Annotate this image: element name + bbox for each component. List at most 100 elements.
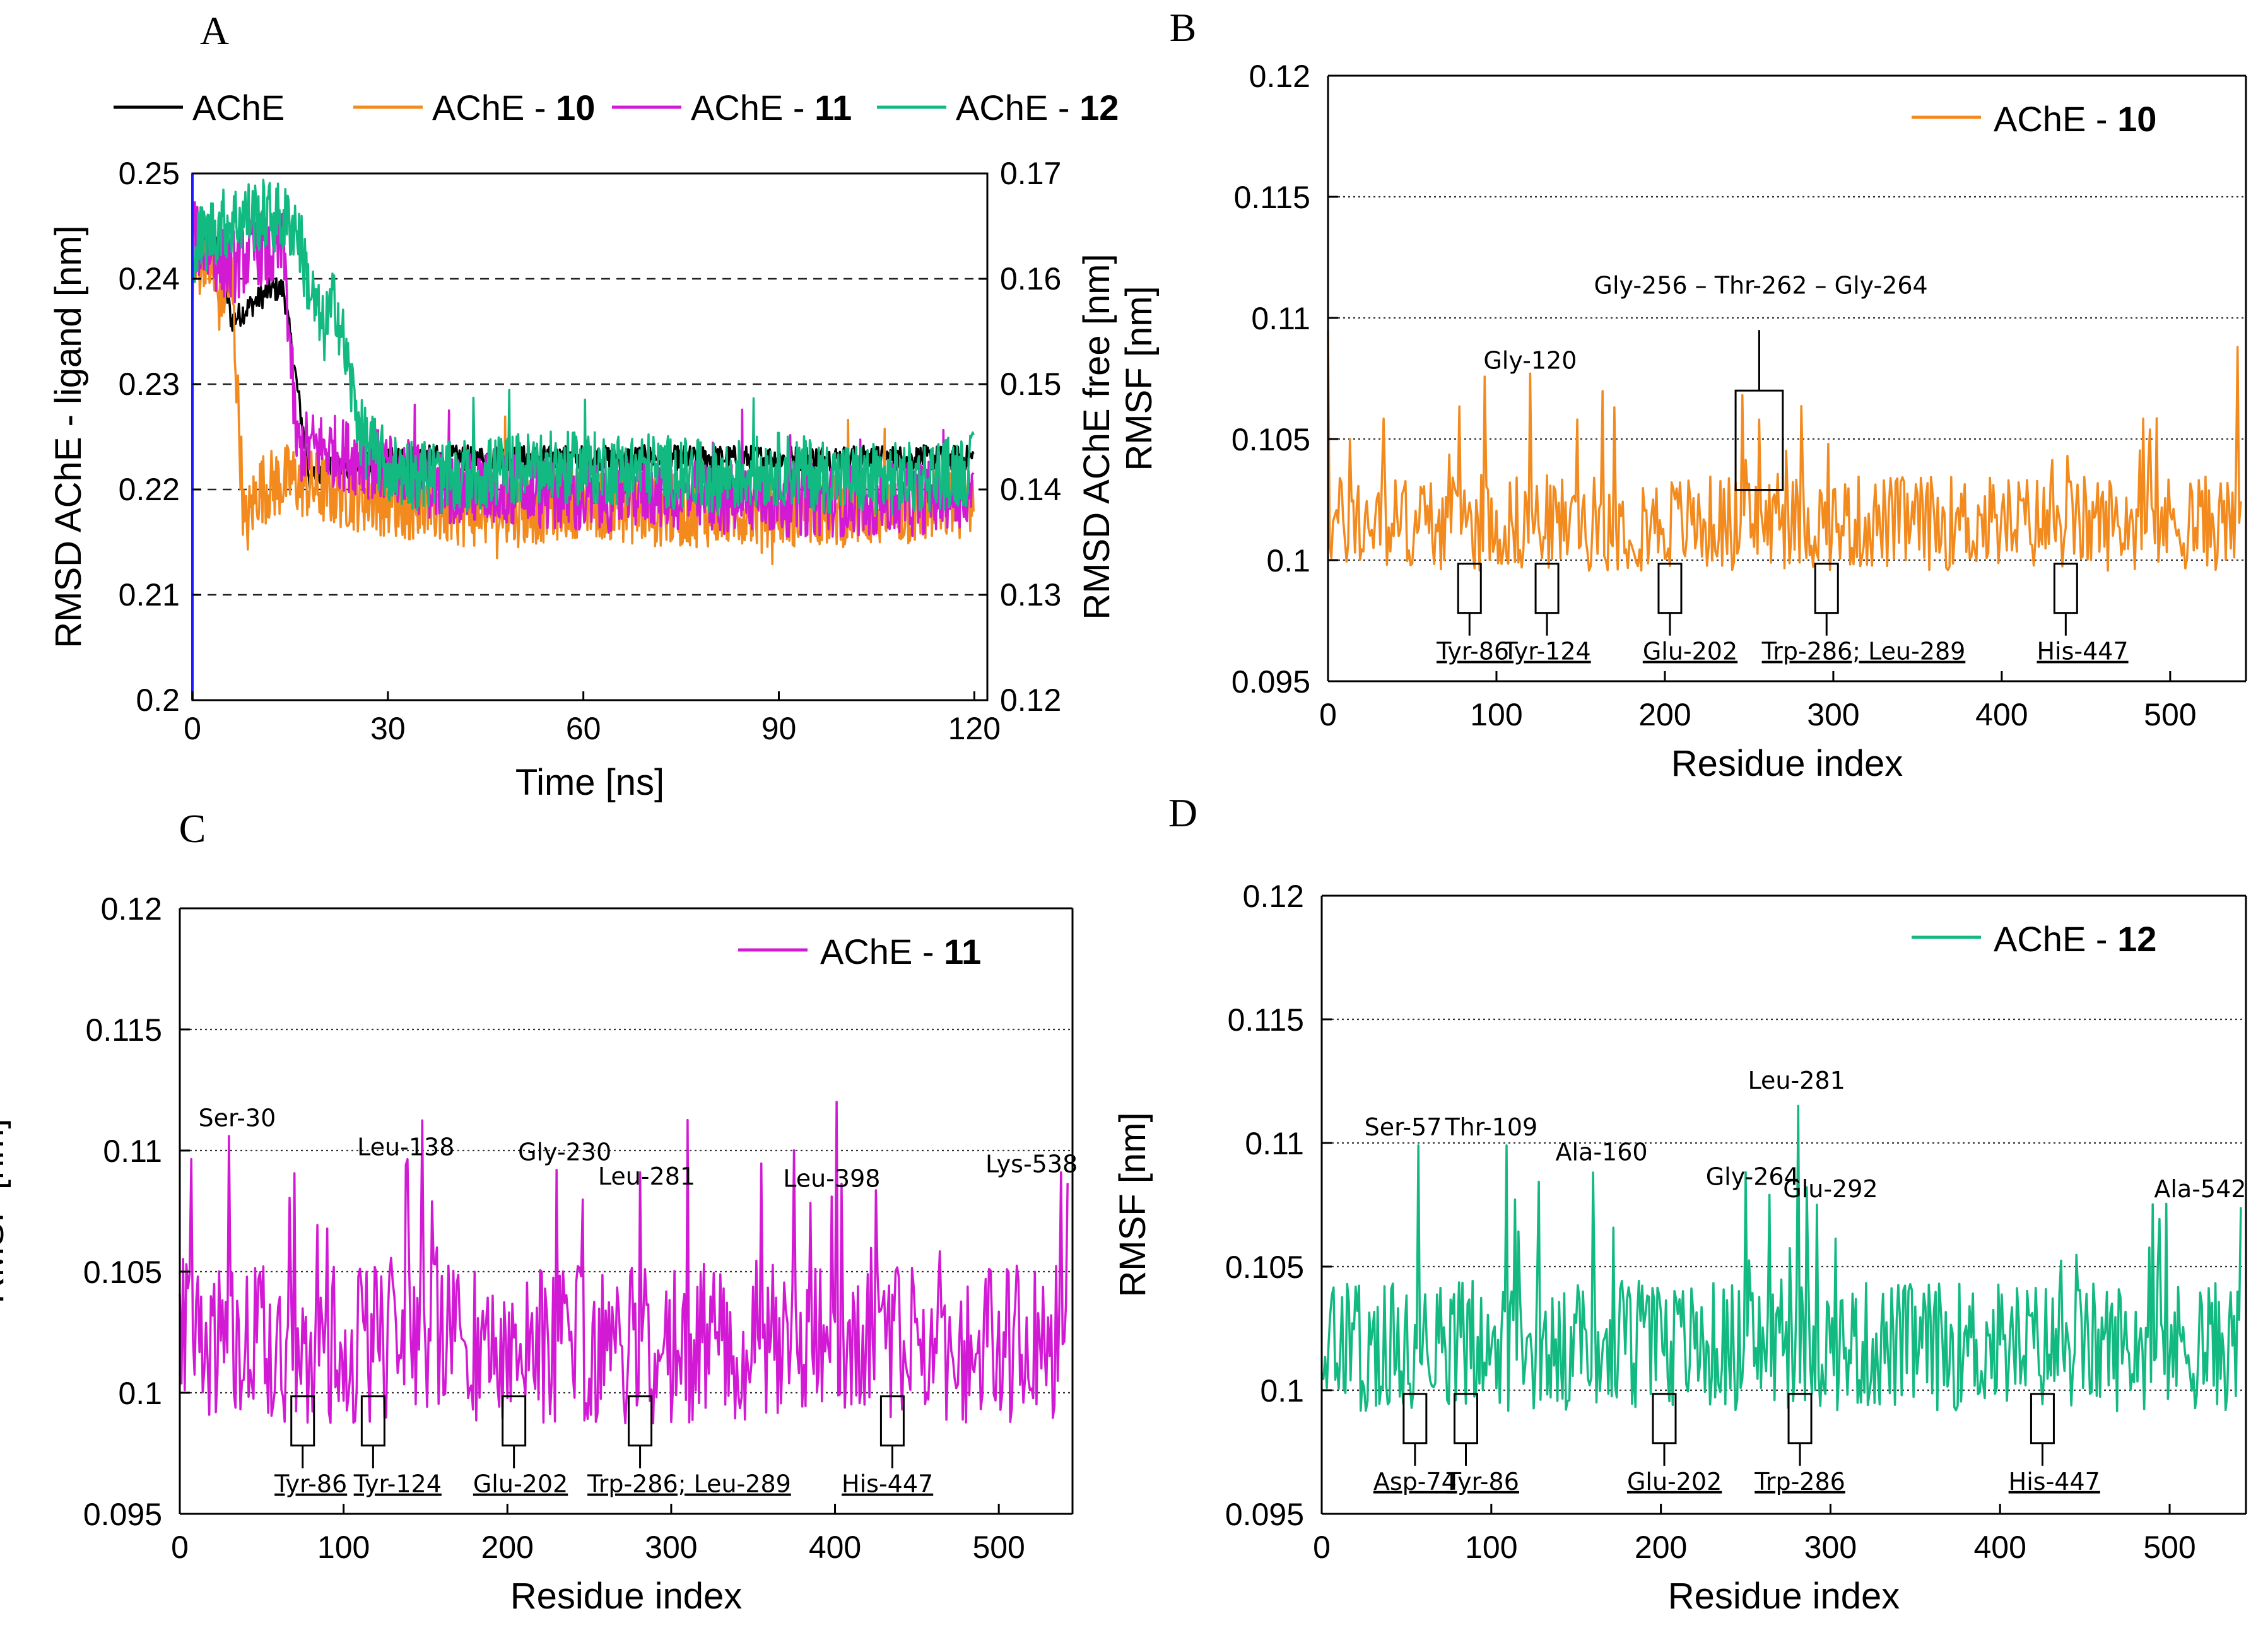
y-axis-label: RMSF [nm] — [1119, 286, 1160, 471]
y-left-tick-label: 0.22 — [119, 472, 180, 507]
legend-label: AChE - 11 — [820, 932, 981, 971]
legend-entry-4: AChE - 12 — [877, 88, 1119, 127]
legend-name: AChE - — [432, 88, 556, 127]
legend: AChE - 10 — [1912, 99, 2156, 139]
x-tick-label: 120 — [948, 711, 1001, 746]
y-tick-label: 0.105 — [1225, 1250, 1304, 1285]
y-tick-label: 0.115 — [1228, 1002, 1304, 1038]
residue-label-bottom: His-447 — [842, 1470, 933, 1498]
panel-c: C 0 100 200 300 400 500 0.095 0.1 0.105 0.11 0.115 0… — [0, 806, 1078, 1617]
residue-label-bottom: Tyr-124 — [353, 1470, 442, 1498]
highlight-box — [879, 1395, 905, 1447]
legend-name: AChE — [192, 88, 285, 127]
residue-label-top: Ala-160 — [1555, 1138, 1647, 1166]
x-axis-label: Residue index — [510, 1576, 743, 1617]
legend-number: 11 — [814, 88, 852, 127]
x-tick-label: 400 — [809, 1530, 861, 1565]
highlight-box — [2053, 563, 2078, 614]
x-tick-label: 30 — [370, 711, 406, 746]
residue-label-bottom: Glu-202 — [473, 1470, 568, 1498]
residue-label-top: Gly-256 – Thr-262 – Gly-264 — [1594, 272, 1928, 300]
highlight-box — [502, 1395, 527, 1447]
residue-label-bottom: Trp-286 — [1754, 1468, 1845, 1496]
legend-name: AChE - — [956, 88, 1079, 127]
residue-label-bottom: Glu-202 — [1643, 638, 1737, 665]
x-tick-label: 0 — [184, 711, 201, 746]
y-tick-label: 0.12 — [1249, 59, 1310, 94]
x-axis-label: Time [ns] — [515, 762, 664, 803]
x-tick-label: 300 — [1804, 1530, 1857, 1565]
x-tick-label: 100 — [317, 1530, 370, 1565]
residue-label-bottom: Tyr-124 — [1502, 638, 1590, 665]
y-right-tick-label: 0.17 — [1000, 156, 1061, 191]
residue-label-top: Gly-120 — [1483, 347, 1577, 375]
x-tick-label: 0 — [1319, 697, 1337, 732]
y-left-tick-label: 0.23 — [119, 366, 180, 402]
residue-label-bottom: Tyr-86 — [274, 1470, 347, 1498]
residue-label-top: Thr-109 — [1444, 1113, 1537, 1141]
y-right-tick-label: 0.16 — [1000, 261, 1061, 296]
y-tick-label: 0.1 — [1260, 1373, 1304, 1409]
y-tick-label: 0.12 — [101, 891, 162, 927]
x-tick-label: 200 — [1638, 697, 1691, 732]
y-tick-label: 0.12 — [1243, 879, 1304, 914]
y-tick-label: 0.105 — [83, 1255, 162, 1290]
x-tick-label: 400 — [1974, 1530, 2026, 1565]
legend-number: 12 — [2117, 919, 2156, 959]
legend: AChE - 12 — [1912, 919, 2156, 959]
highlight-box — [290, 1395, 315, 1447]
panel-letter-a: A — [200, 8, 229, 53]
legend-number: 12 — [1079, 88, 1119, 127]
y-axis-label: RMSF [nm] — [0, 1118, 11, 1303]
residue-label-top: Ala-542 — [2154, 1175, 2246, 1203]
y-tick-label: 0.095 — [1231, 664, 1310, 700]
x-tick-label: 100 — [1465, 1530, 1517, 1565]
legend-number: 11 — [944, 932, 981, 971]
y-tick-label: 0.11 — [1245, 1126, 1304, 1161]
residue-label-bottom: Asp-74 — [1373, 1468, 1457, 1496]
y-tick-label: 0.1 — [1266, 543, 1310, 578]
legend-label: AChE - 11 — [691, 88, 852, 127]
residue-label-top: Ser-30 — [198, 1104, 276, 1132]
x-tick-label: 60 — [566, 711, 601, 746]
legend-name: AChE - — [1994, 99, 2117, 139]
x-tick-label: 300 — [1807, 697, 1859, 732]
x-tick-label: 300 — [645, 1530, 697, 1565]
panel-a: A 0 30 60 90 120 0.2 0.21 0.22 0.23 0.24 0.25 0.12 0.… — [48, 8, 1119, 803]
y-right-tick-label: 0.12 — [1000, 682, 1061, 718]
residue-label-top: Leu-398 — [783, 1165, 880, 1193]
legend-number: 10 — [2117, 99, 2156, 139]
y-tick-label: 0.11 — [1251, 301, 1310, 336]
x-axis-label: Residue index — [1668, 1576, 1900, 1617]
highlight-box — [1787, 1393, 1813, 1444]
y-left-tick-label: 0.2 — [136, 682, 180, 718]
series-line-4 — [192, 179, 975, 517]
legend-name: AChE - — [820, 932, 944, 971]
y-right-tick-label: 0.13 — [1000, 577, 1061, 612]
series-line-3 — [192, 201, 975, 538]
rmsf-series-line — [1320, 1104, 2242, 1412]
x-axis-label: Residue index — [1671, 743, 1903, 784]
highlight-box — [1402, 1393, 1428, 1444]
residue-label-bottom: Trp-286; Leu-289 — [1761, 638, 1966, 665]
residue-label-top: Gly-230 — [518, 1138, 611, 1166]
residue-label-top: Leu-281 — [598, 1163, 695, 1190]
legend-label: AChE — [192, 88, 285, 127]
panel-letter-d: D — [1168, 790, 1197, 835]
legend-label: AChE - 12 — [956, 88, 1119, 127]
x-tick-label: 0 — [1313, 1530, 1331, 1565]
legend-entry-1: AChE — [114, 88, 285, 127]
residue-label-bottom: Tyr-86 — [1436, 638, 1509, 665]
rmsf-series-line — [179, 1100, 1069, 1425]
legend-label: AChE - 10 — [432, 88, 595, 127]
x-tick-label: 200 — [1635, 1530, 1687, 1565]
x-tick-label: 200 — [481, 1530, 534, 1565]
y-tick-label: 0.095 — [83, 1497, 162, 1532]
legend: AChE - 11 — [738, 932, 981, 971]
x-tick-label: 500 — [2143, 1530, 2195, 1565]
highlight-box — [1814, 563, 1839, 614]
residue-label-top: Leu-138 — [357, 1134, 454, 1161]
legend-entry-3: AChE - 11 — [612, 88, 852, 127]
residue-label-bottom: His-447 — [2009, 1468, 2100, 1496]
x-tick-label: 500 — [2144, 697, 2196, 732]
